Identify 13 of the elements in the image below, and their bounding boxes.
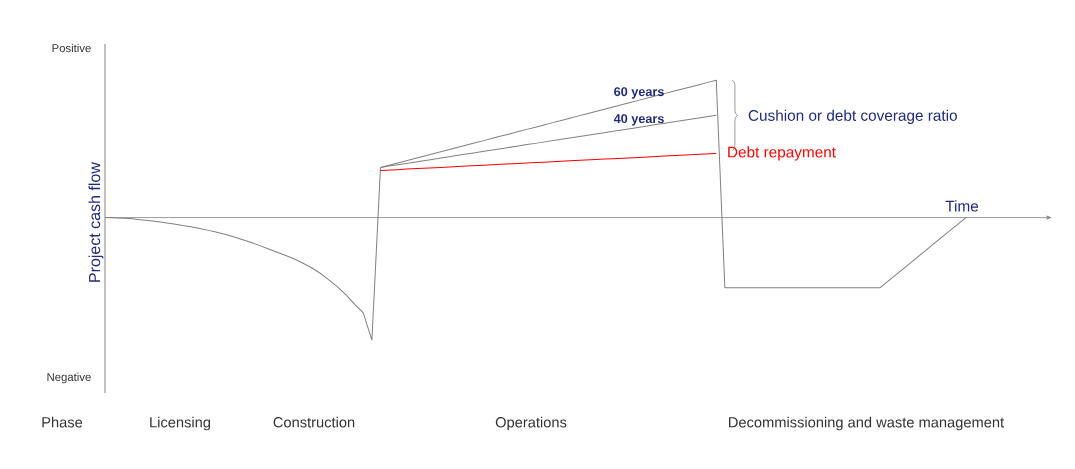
text: Phase [42,416,83,428]
text: Construction [273,416,355,428]
text: Operations [495,416,567,431]
series-label: 60 years [614,87,664,99]
x-axis-title: Time [945,200,979,212]
text: Positive [52,43,91,53]
y-axis-title: Project cash flow [88,162,104,282]
text: Licensing [150,416,211,431]
text: Negative [47,372,91,384]
annotation: Cushion or debt coverage ratio [748,109,957,124]
series-label: 40 years [613,114,664,126]
text: Decommissioning and waste management [729,416,1005,431]
series-label: Debt repayment [728,146,836,161]
